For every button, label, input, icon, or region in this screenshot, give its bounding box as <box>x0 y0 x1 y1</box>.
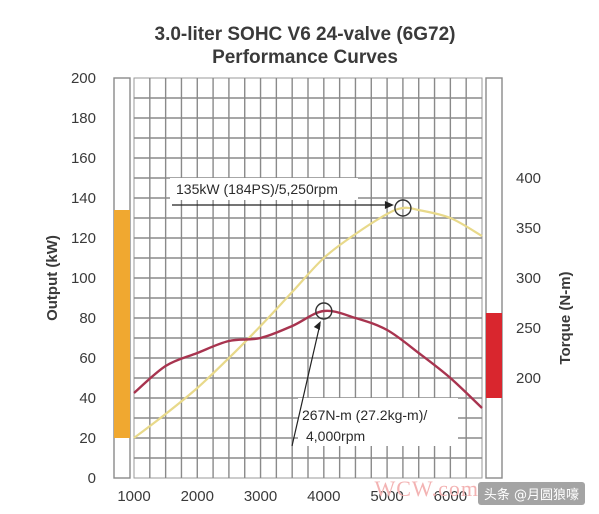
right-range-bar-frame <box>485 77 503 479</box>
watermark-site: WCW.com <box>374 476 479 501</box>
series-lines <box>133 206 483 439</box>
left-range-bar <box>114 210 130 438</box>
x-tick-label: 2000 <box>181 488 214 505</box>
tick-labels: 0 20 40 60 80 100 120 140 160 180 200 200 250 300 350 4… <box>71 70 541 505</box>
y-left-tick-label: 60 <box>79 350 96 367</box>
y-left-tick-label: 0 <box>88 470 96 487</box>
right-range-bar-track <box>485 77 503 479</box>
y-left-tick-label: 120 <box>71 230 96 247</box>
y-left-tick-label: 100 <box>71 270 96 287</box>
y-left-tick-label: 200 <box>71 70 96 87</box>
x-tick-label: 5000 <box>370 488 403 505</box>
output-annotation-arrow <box>384 201 394 209</box>
torque-peak-marker <box>315 302 333 320</box>
torque-annotation-label-2: 4,000rpm <box>306 428 365 444</box>
x-tick-label: 1000 <box>117 488 150 505</box>
output-peak-marker <box>394 199 412 217</box>
y-right-tick-label: 250 <box>516 320 541 337</box>
right-range-bar <box>486 313 502 398</box>
y-right-axis-title: Torque (N-m) <box>557 271 574 364</box>
torque-annotation-leader <box>291 324 321 447</box>
torque-annotation-bg <box>298 398 458 446</box>
torque-curve <box>133 309 483 409</box>
x-tick-label: 4000 <box>307 488 340 505</box>
output-annotation-bg <box>170 178 358 200</box>
chart-title: 3.0-liter SOHC V6 24-valve (6G72) <box>155 24 456 45</box>
watermark-account: 头条 @月圆狼嚎 <box>477 482 585 505</box>
x-tick-label: 3000 <box>244 488 277 505</box>
y-right-tick-label: 200 <box>516 370 541 387</box>
y-left-tick-label: 180 <box>71 110 96 127</box>
torque-annotation-label-1: 267N-m (27.2kg-m)/ <box>302 407 427 423</box>
x-tick-label: 6000 <box>434 488 467 505</box>
chart-subtitle: Performance Curves <box>212 47 398 68</box>
y-right-tick-label: 400 <box>516 170 541 187</box>
y-left-tick-label: 160 <box>71 150 96 167</box>
torque-annotation-arrow <box>313 321 321 330</box>
left-range-bar-frame <box>113 77 131 479</box>
y-right-tick-label: 300 <box>516 270 541 287</box>
y-left-tick-label: 80 <box>79 310 96 327</box>
output-annotation-label: 135kW (184PS)/5,250rpm <box>176 181 338 197</box>
y-right-tick-label: 350 <box>516 220 541 237</box>
annotations: 135kW (184PS)/5,250rpm 267N-m (27.2kg-m)/… <box>170 178 458 447</box>
y-left-tick-label: 140 <box>71 190 96 207</box>
y-left-tick-label: 20 <box>79 430 96 447</box>
y-left-axis-title: Output (kW) <box>44 235 61 321</box>
output-curve <box>133 206 483 439</box>
y-left-tick-label: 40 <box>79 390 96 407</box>
